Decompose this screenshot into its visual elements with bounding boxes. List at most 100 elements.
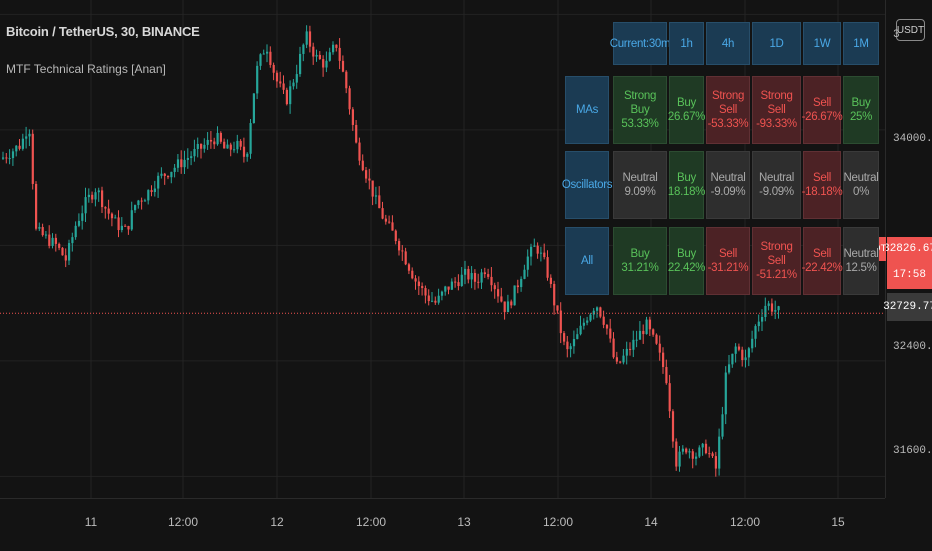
candle-body bbox=[391, 222, 394, 231]
candle-body bbox=[747, 348, 750, 358]
candle-body bbox=[325, 60, 328, 68]
rating-value: -22.42% bbox=[801, 262, 843, 274]
candle-body bbox=[662, 352, 665, 368]
candle-body bbox=[549, 277, 552, 284]
candle-body bbox=[751, 338, 754, 349]
candle-body bbox=[520, 278, 523, 288]
table-header-cell: 1h bbox=[669, 22, 704, 65]
price-tick-31600: 31600.00 bbox=[893, 445, 932, 457]
candle-body bbox=[18, 145, 21, 149]
time-axis[interactable] bbox=[0, 498, 885, 551]
candle-body bbox=[384, 218, 387, 222]
rating-value: 9.09% bbox=[624, 186, 656, 198]
rating-value: -9.09% bbox=[710, 186, 746, 198]
price-tick-partial: 3 bbox=[893, 29, 900, 41]
candle-body bbox=[242, 146, 246, 157]
candle-body bbox=[322, 59, 325, 68]
candle-body bbox=[48, 234, 51, 246]
candle-body bbox=[183, 159, 186, 168]
candle-body bbox=[615, 357, 618, 362]
candle-body bbox=[655, 334, 658, 344]
rating-label: Buy bbox=[630, 248, 650, 260]
candle-body bbox=[351, 109, 354, 125]
rating-cell: Neutral 0% bbox=[843, 151, 879, 219]
candle-body bbox=[579, 325, 582, 335]
candle-body bbox=[200, 143, 203, 149]
indicator-name[interactable]: MTF Technical Ratings [Anan] bbox=[6, 62, 166, 76]
candle-body bbox=[25, 136, 28, 139]
candle-body bbox=[671, 411, 675, 442]
candle-body bbox=[365, 170, 368, 179]
candle-body bbox=[51, 237, 54, 246]
candle-body bbox=[381, 208, 384, 219]
candle-body bbox=[718, 436, 721, 469]
crosshair-price-tag: 32729.77 bbox=[883, 293, 932, 321]
candle-body bbox=[41, 227, 44, 236]
candle-body bbox=[361, 160, 364, 171]
candle-body bbox=[421, 286, 424, 289]
candle-body bbox=[589, 314, 592, 321]
candle-body bbox=[130, 210, 133, 230]
candle-body bbox=[506, 301, 510, 313]
candle-body bbox=[341, 60, 345, 72]
rating-cell: Buy 26.67% bbox=[668, 76, 705, 144]
price-tick-32400: 32400.00 bbox=[893, 341, 932, 353]
candle-body bbox=[401, 250, 404, 252]
candle-body bbox=[675, 441, 678, 467]
rating-label: Neutral bbox=[710, 172, 746, 184]
candle-body bbox=[467, 268, 470, 280]
candle-body bbox=[678, 451, 681, 467]
candle-body bbox=[572, 338, 576, 347]
candle-body bbox=[493, 285, 496, 290]
candle-body bbox=[11, 151, 15, 159]
currency-button[interactable]: USDT bbox=[896, 19, 925, 41]
candle-body bbox=[308, 31, 312, 47]
rating-value: 31.21% bbox=[621, 262, 659, 274]
candle-body bbox=[457, 282, 460, 287]
candle-body bbox=[444, 286, 447, 292]
candle-body bbox=[681, 448, 684, 452]
rating-cell: Sell -18.18% bbox=[802, 151, 843, 219]
candle-body bbox=[272, 64, 275, 73]
candle-body bbox=[480, 272, 483, 283]
candle-body bbox=[668, 383, 671, 412]
rating-value: -53.33% bbox=[707, 118, 749, 130]
table-row-label: MAs bbox=[565, 76, 609, 144]
candle-body bbox=[530, 246, 533, 257]
candle-body bbox=[127, 226, 130, 230]
candle-body bbox=[74, 225, 77, 238]
candle-body bbox=[239, 140, 242, 147]
candle-body bbox=[332, 44, 335, 53]
candle-body bbox=[414, 278, 417, 282]
candle-body bbox=[708, 453, 711, 455]
candle-body bbox=[302, 44, 305, 54]
candle-body bbox=[483, 272, 486, 275]
candle-body bbox=[460, 274, 463, 287]
candle-body bbox=[170, 171, 173, 178]
candle-body bbox=[695, 456, 698, 459]
candle-body bbox=[299, 53, 302, 75]
candle-body bbox=[764, 305, 767, 317]
rating-label: Sell bbox=[813, 248, 831, 260]
candle-body bbox=[642, 330, 645, 335]
candle-body bbox=[404, 251, 407, 265]
candle-body bbox=[193, 148, 196, 157]
candle-body bbox=[724, 372, 727, 415]
candle-body bbox=[559, 310, 562, 334]
candle-body bbox=[744, 357, 747, 361]
candle-body bbox=[526, 256, 529, 270]
rating-value: -51.21% bbox=[756, 269, 797, 281]
rating-label: Buy bbox=[677, 248, 696, 260]
candle-body bbox=[539, 252, 543, 254]
candlestick-chart[interactable] bbox=[0, 0, 885, 498]
candle-body bbox=[734, 346, 737, 354]
candle-body bbox=[84, 197, 87, 214]
candle-body bbox=[104, 207, 107, 209]
rating-cell: Neutral -9.09% bbox=[752, 151, 801, 219]
candle-body bbox=[737, 346, 741, 350]
countdown-tag: 17:58 bbox=[887, 261, 932, 289]
candle-body bbox=[163, 173, 166, 176]
table-header-cell: 1M bbox=[843, 22, 879, 65]
candle-body bbox=[28, 133, 31, 137]
candle-body bbox=[612, 338, 615, 358]
